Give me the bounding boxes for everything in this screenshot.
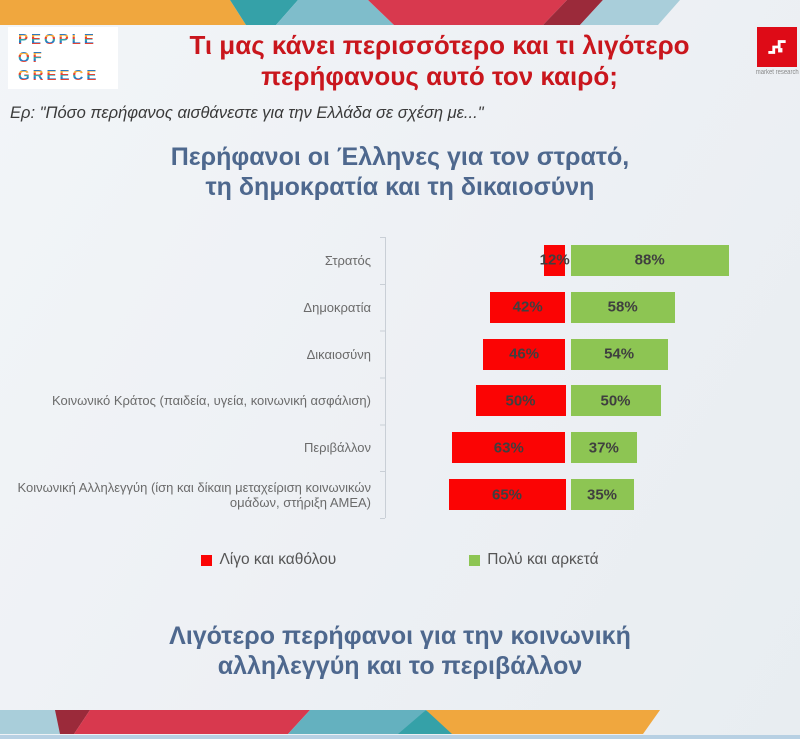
band-shape-crimson xyxy=(368,0,567,25)
axis-line xyxy=(385,237,386,518)
chart-row: Περιβάλλον 63% 37% xyxy=(0,424,800,471)
bar-negative: 46% xyxy=(482,338,566,370)
logo-line-1: PEOPLE xyxy=(18,31,118,49)
chart-heading-line-1: Περήφανοι οι Έλληνες για τον στρατό, xyxy=(170,143,630,171)
bar-negative: 50% xyxy=(475,385,566,417)
survey-question: Ερ: "Πόσο περήφανος αισθάνεστε για την Ε… xyxy=(10,104,484,122)
band-shape-orange xyxy=(426,710,660,734)
bar-negative: 42% xyxy=(489,291,566,323)
legend-label-negative: Λίγο και καθόλου xyxy=(219,551,337,568)
category-label: Κοινωνική Αλληλεγγύη (ίση και δίκαιη μετ… xyxy=(17,479,372,510)
chart-row: Κοινωνικό Κράτος (παιδεία, υγεία, κοινων… xyxy=(0,377,800,424)
chart-row: Κοινωνική Αλληλεγγύη (ίση και δίκαιη μετ… xyxy=(0,471,800,518)
footer-heading-line-1: Λιγότερο περήφανοι για την κοινωνική xyxy=(169,622,631,650)
bottom-accent-strip xyxy=(0,735,800,739)
bar-value-label: 54% xyxy=(604,345,635,363)
footer-heading-line-2: αλληλεγγύη και το περιβάλλον xyxy=(217,652,583,680)
legend-item-positive: Πολύ και αρκετά xyxy=(469,551,599,569)
band-shape-maroon xyxy=(55,710,90,734)
category-label: Κοινωνικό Κράτος (παιδεία, υγεία, κοινων… xyxy=(52,393,371,409)
green-swatch-icon xyxy=(469,554,481,566)
bottom-decor-band xyxy=(0,710,660,734)
page-title: Τι μας κάνει περισσότερο και τι λιγότερο… xyxy=(132,30,747,92)
people-of-greece-logo: PEOPLE OF GREECE xyxy=(8,27,118,89)
bar-positive: 54% xyxy=(570,338,668,370)
chart-rows: Στρατός 12% 88% Δημοκρατία 42% 58% Δικαιοσύνη 4… xyxy=(0,237,800,518)
chart-heading-line-2: τη δημοκρατία και τη δικαιοσύνη xyxy=(205,173,595,201)
chart-row: Δικαιοσύνη 46% 54% xyxy=(0,331,800,378)
page-title-line-2: περήφανους αυτό τον καιρό; xyxy=(261,61,618,91)
bar-area: 42% 58% xyxy=(385,291,800,323)
bar-positive: 37% xyxy=(570,432,638,464)
bar-value-label: 42% xyxy=(512,298,543,316)
band-shape-teal-dark xyxy=(398,710,455,734)
bar-negative: 63% xyxy=(452,432,566,464)
bar-value-label: 88% xyxy=(634,251,665,269)
agency-logo xyxy=(757,27,797,67)
diverging-bar-chart: Στρατός 12% 88% Δημοκρατία 42% 58% Δικαιοσύνη 4… xyxy=(0,237,800,519)
bar-negative: 65% xyxy=(448,479,566,511)
chart-row: Στρατός 12% 88% xyxy=(0,237,800,284)
band-shape-crimson xyxy=(74,710,310,734)
axis-ticks xyxy=(380,237,385,519)
bar-area: 63% 37% xyxy=(385,432,800,464)
top-decor-band xyxy=(0,0,680,25)
logo-line-2: OF xyxy=(18,49,118,67)
legend-item-negative: Λίγο και καθόλου xyxy=(201,551,336,569)
bar-negative: 12% xyxy=(540,244,570,276)
category-label: Δημοκρατία xyxy=(303,299,371,315)
bar-value-label: 37% xyxy=(588,439,619,457)
category-label: Περιβάλλον xyxy=(304,440,371,456)
band-shape-orange xyxy=(0,0,246,25)
red-swatch-icon xyxy=(201,554,213,566)
bar-value-label: 50% xyxy=(505,392,536,410)
bar-area: 65% 35% xyxy=(385,479,800,511)
band-shape-teal-light xyxy=(276,0,394,25)
band-shape-teal-mid xyxy=(288,710,426,734)
bar-value-label: 12% xyxy=(539,251,570,269)
chart-legend: Λίγο και καθόλου Πολύ και αρκετά xyxy=(0,551,800,569)
bar-area: 12% 88% xyxy=(385,244,800,276)
bar-positive: 58% xyxy=(570,291,675,323)
bar-area: 50% 50% xyxy=(385,385,800,417)
bar-value-label: 65% xyxy=(491,486,523,504)
bar-positive: 88% xyxy=(570,244,729,276)
agency-tagline: market research xyxy=(755,69,799,76)
bar-value-label: 58% xyxy=(607,298,638,316)
band-shape-teal-dark xyxy=(230,0,298,25)
page-title-line-1: Τι μας κάνει περισσότερο και τι λιγότερο xyxy=(189,30,690,60)
category-label: Δικαιοσύνη xyxy=(306,346,371,362)
bar-positive: 50% xyxy=(570,385,661,417)
bar-area: 46% 54% xyxy=(385,338,800,370)
chart-heading: Περήφανοι οι Έλληνες για τον στρατό, τη … xyxy=(0,142,800,202)
ged-logo-icon xyxy=(768,40,786,54)
logo-line-3: GREECE xyxy=(18,67,118,85)
chart-row: Δημοκρατία 42% 58% xyxy=(0,284,800,331)
bar-value-label: 63% xyxy=(493,439,524,457)
footer-heading: Λιγότερο περήφανοι για την κοινωνική αλλ… xyxy=(0,621,800,681)
band-shape-pale-blue xyxy=(580,0,680,25)
band-shape-maroon xyxy=(543,0,603,25)
bar-positive: 35% xyxy=(570,479,634,511)
bar-value-label: 46% xyxy=(509,345,540,363)
legend-label-positive: Πολύ και αρκετά xyxy=(487,551,599,568)
category-label: Στρατός xyxy=(324,252,371,268)
bar-value-label: 35% xyxy=(586,486,618,504)
bar-value-label: 50% xyxy=(600,392,631,410)
